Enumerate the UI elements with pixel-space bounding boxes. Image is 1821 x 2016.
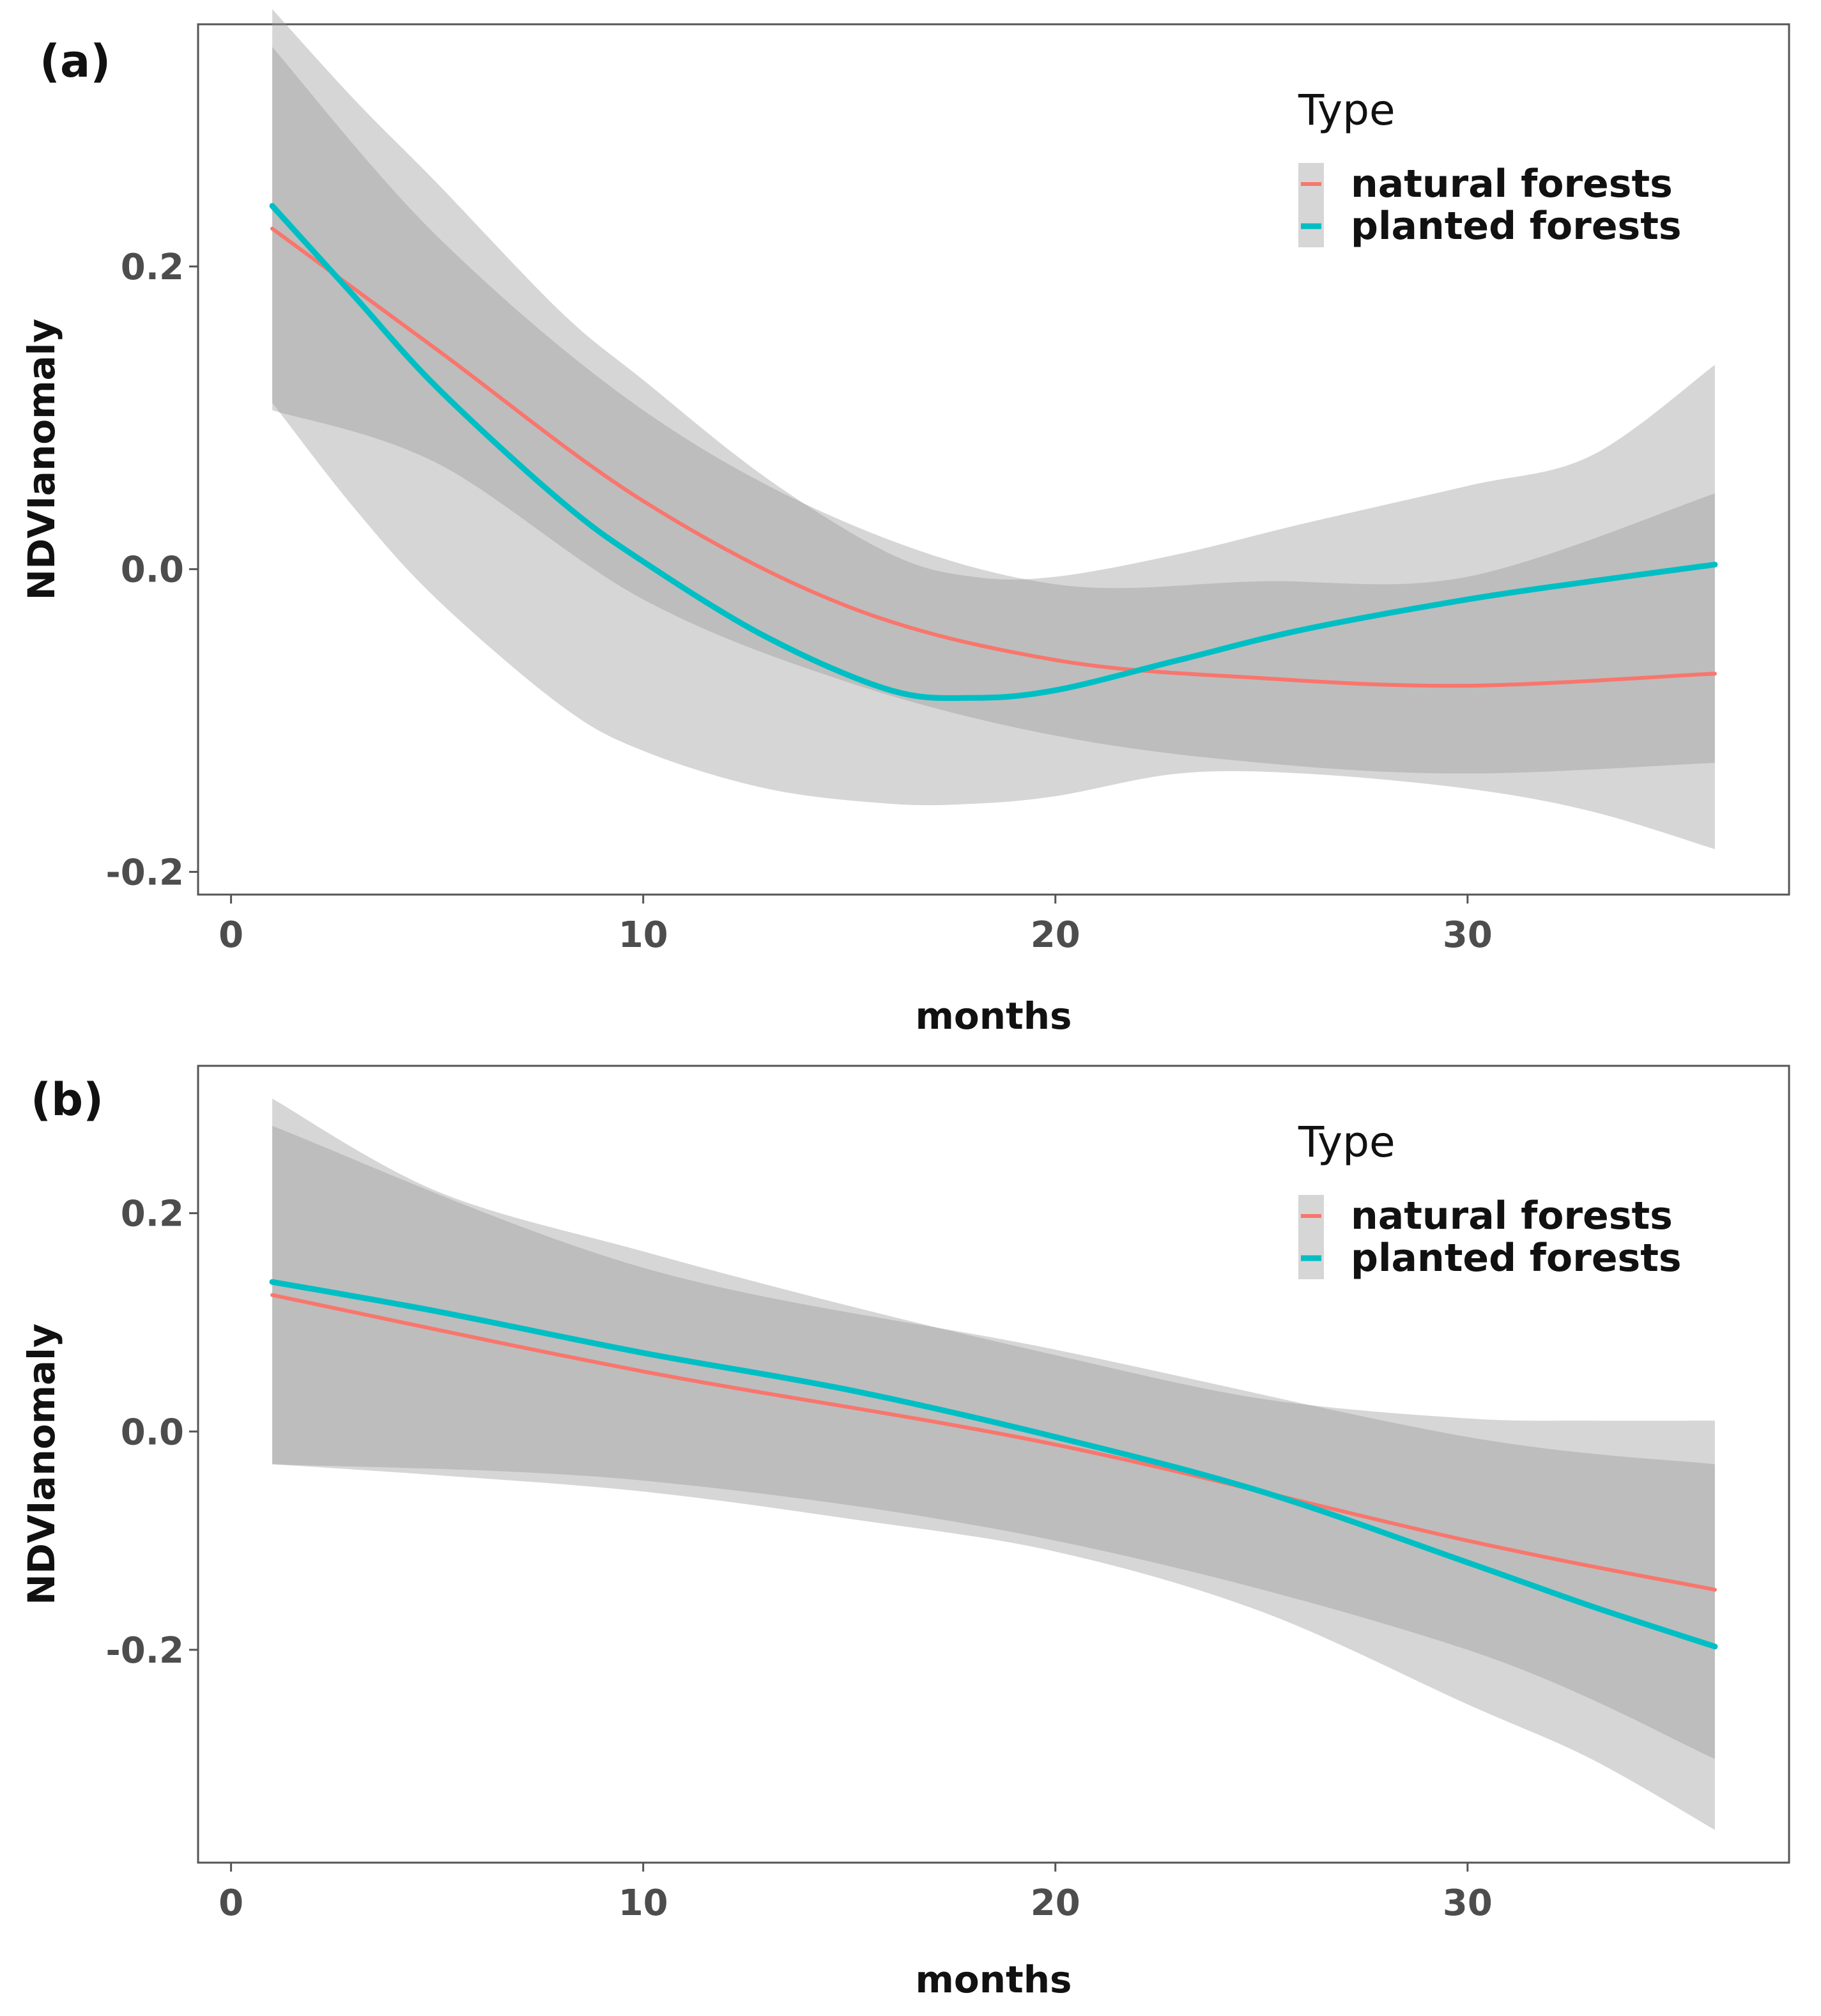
plot-frame [197, 23, 1790, 896]
legend-label: planted forests [1351, 204, 1682, 249]
y-tick-label: 0.0 [121, 1412, 184, 1453]
y-axis-title: NDVIanomaly [20, 1323, 63, 1605]
series-line-natural-forests [270, 1293, 1717, 1592]
legend-title: Type [1298, 1118, 1395, 1167]
series-line-planted-forests [269, 1279, 1718, 1650]
x-tick-label: 20 [1031, 1882, 1080, 1924]
plot-frame [197, 1065, 1790, 1864]
series-line-natural-forests [270, 226, 1717, 688]
confidence-band-natural-forests [272, 1126, 1715, 1759]
legend-title: Type [1298, 86, 1395, 135]
panel-label: (b) [31, 1073, 104, 1126]
x-tick-label: 10 [619, 914, 668, 956]
y-tick-label: -0.2 [106, 1630, 184, 1672]
x-tick-label: 30 [1443, 1882, 1493, 1924]
legend-label: natural forests [1351, 1194, 1673, 1238]
x-tick-label: 0 [219, 914, 243, 956]
x-tick-label: 10 [619, 1882, 668, 1924]
y-tick-label: 0.0 [121, 550, 184, 591]
confidence-band-natural-forests [272, 47, 1715, 774]
panel-label: (a) [40, 35, 111, 88]
series-line-planted-forests [269, 203, 1718, 702]
y-tick-label: 0.2 [121, 1194, 184, 1235]
confidence-band-planted-forests [272, 1098, 1715, 1830]
x-tick-label: 30 [1443, 914, 1493, 956]
legend-label: natural forests [1351, 162, 1673, 206]
x-tick-label: 20 [1031, 914, 1080, 956]
y-axis-title: NDVIanomaly [20, 319, 63, 601]
y-tick-label: 0.2 [121, 247, 184, 288]
confidence-band-planted-forests [272, 9, 1715, 849]
panel-b: (b) -0.2 0.0 0.2 0 10 20 30 months NDVIanomaly Typ… [20, 1065, 1790, 2001]
x-axis-title: months [915, 994, 1072, 1038]
x-tick-label: 0 [219, 1882, 243, 1924]
y-tick-label: -0.2 [106, 852, 184, 893]
panel-a: (a) -0.2 0.0 0.2 0 10 20 30 months NDVIanomaly Typ… [20, 9, 1790, 1038]
x-axis-title: months [915, 1958, 1072, 2001]
legend-label: planted forests [1351, 1236, 1682, 1281]
